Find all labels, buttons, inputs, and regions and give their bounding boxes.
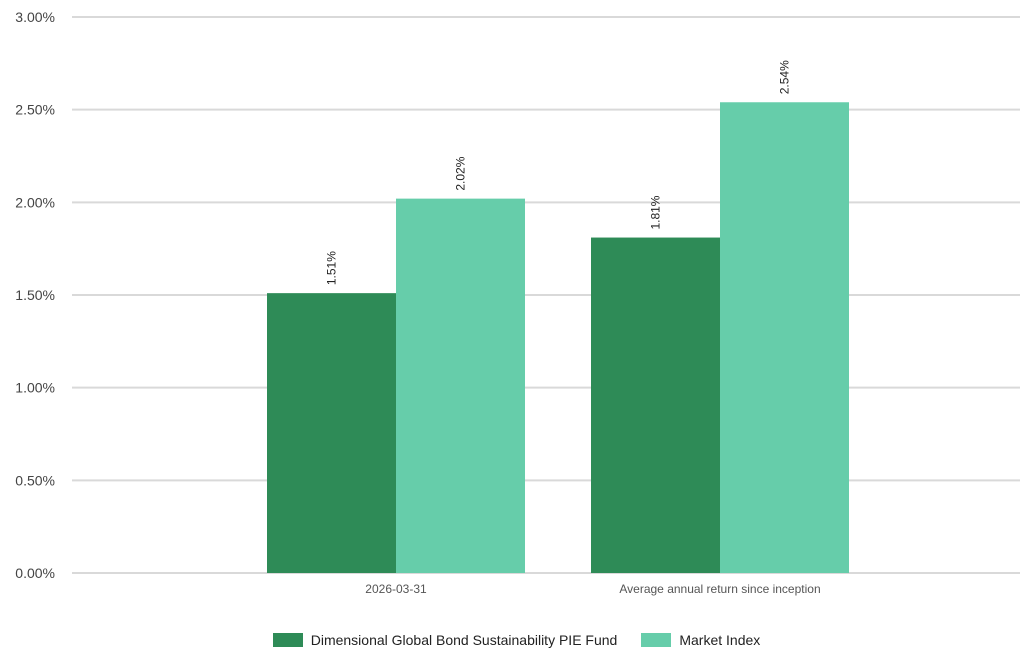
bar[interactable] (720, 102, 849, 574)
data-label: 1.81% (649, 195, 663, 229)
bars (267, 102, 849, 574)
data-label: 2.54% (778, 60, 792, 94)
y-tick-label: 1.50% (15, 287, 55, 303)
bar-chart: 0.00% 0.50% 1.00% 1.50% 2.00% 2.50% 3.00% 1.51… (15, 9, 1020, 596)
data-label: 1.51% (325, 251, 339, 285)
bar[interactable] (267, 293, 396, 573)
y-tick-label: 3.00% (15, 9, 55, 25)
legend: Dimensional Global Bond Sustainability P… (0, 632, 1033, 648)
y-tick-label: 0.50% (15, 472, 55, 488)
data-labels: 1.51% 2.02% 1.81% 2.54% (325, 60, 792, 285)
legend-item-fund[interactable]: Dimensional Global Bond Sustainability P… (272, 632, 618, 648)
data-label: 2.02% (454, 156, 468, 190)
gridlines (72, 16, 1020, 574)
y-tick-label: 1.00% (15, 380, 55, 396)
legend-item-market-index[interactable]: Market Index (641, 632, 760, 648)
legend-swatch-market-index (641, 633, 672, 647)
y-tick-label: 2.50% (15, 102, 55, 118)
legend-label-fund: Dimensional Global Bond Sustainability P… (310, 632, 618, 648)
x-category-label: Average annual return since inception (619, 582, 820, 596)
legend-label-market-index: Market Index (679, 632, 761, 648)
x-category-label: 2026-03-31 (365, 582, 427, 596)
bar[interactable] (396, 198, 525, 574)
x-axis-category-labels: 2026-03-31 Average annual return since in… (365, 582, 820, 596)
legend-swatch-fund (272, 633, 303, 647)
y-axis-tick-labels: 0.00% 0.50% 1.00% 1.50% 2.00% 2.50% 3.00% (15, 9, 55, 581)
y-tick-label: 0.00% (15, 565, 55, 581)
bar[interactable] (591, 237, 720, 573)
y-tick-label: 2.00% (15, 194, 55, 210)
